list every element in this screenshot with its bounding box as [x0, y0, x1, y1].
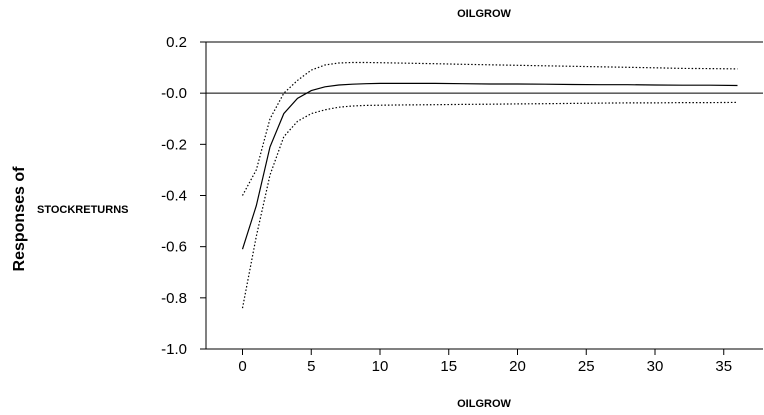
- x-tick-label: 10: [372, 358, 389, 375]
- y-tick-label: -1.0: [161, 341, 187, 358]
- upper-band-line: [241, 61, 738, 196]
- y-axis-label-outer: Responses of: [11, 166, 28, 272]
- x-axis-label: OILGROW: [457, 398, 511, 410]
- x-tick-label: 5: [307, 358, 315, 375]
- lower-band-line: [241, 101, 738, 309]
- y-tick-label: -0.6: [161, 239, 187, 256]
- chart-title: OILGROW: [457, 8, 511, 20]
- y-tick-label: -0.0: [161, 85, 187, 102]
- y-tick-label: -0.4: [161, 188, 187, 205]
- y-tick-label: -0.2: [161, 136, 187, 153]
- y-axis-label-inner: STOCKRETURNS: [37, 204, 129, 216]
- response-line: [241, 82, 738, 250]
- x-tick-label: 20: [509, 358, 526, 375]
- x-tick-label: 30: [647, 358, 664, 375]
- y-tick-label: 0.2: [166, 34, 187, 51]
- x-tick-label: 0: [238, 358, 246, 375]
- y-tick-label: -0.8: [161, 290, 187, 307]
- x-tick-label: 15: [440, 358, 457, 375]
- x-tick-label: 35: [715, 358, 732, 375]
- x-tick-label: 25: [578, 358, 595, 375]
